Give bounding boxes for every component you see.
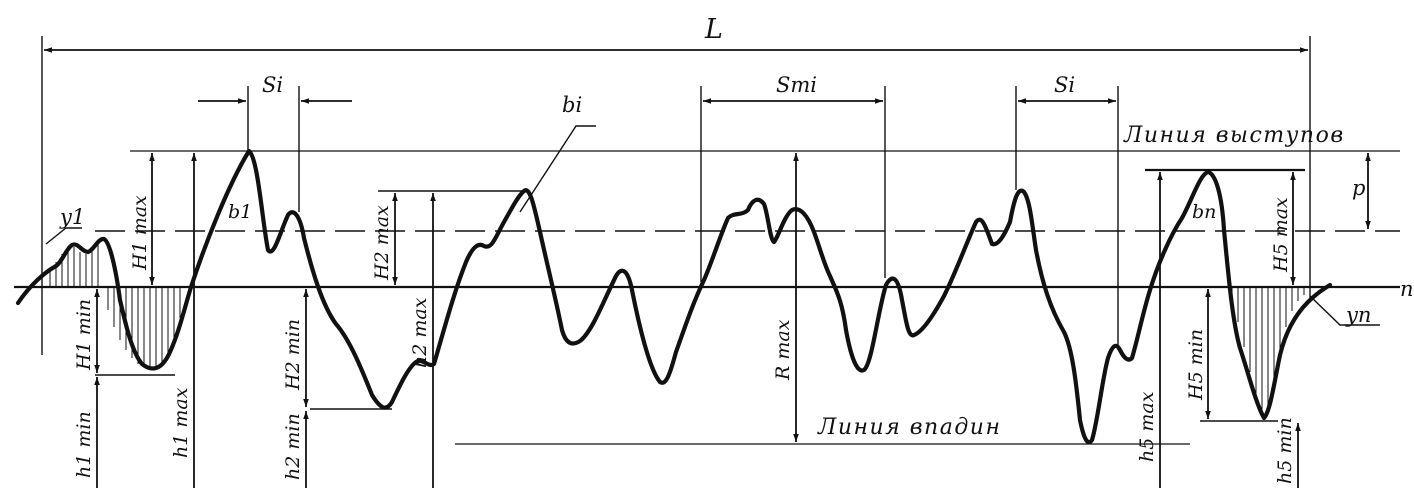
label-b1: b1	[228, 201, 252, 223]
label-Sm: Smi	[776, 73, 817, 97]
label-H1min: H1 min	[73, 299, 95, 371]
label-bi: bi	[562, 93, 582, 117]
reference-lines	[14, 150, 1400, 445]
label-h5min: h5 min	[1274, 417, 1296, 484]
label-h2min: h2 min	[282, 413, 304, 480]
label-Rmax: R max	[772, 319, 794, 381]
label-p: p	[1352, 176, 1365, 200]
guide-lines	[41, 36, 1311, 422]
label-line-valleys: Линия впадин	[817, 415, 1001, 440]
label-bn: bn	[1192, 201, 1216, 223]
hatched-area-left	[49, 241, 181, 369]
label-S-left: Si	[262, 73, 283, 97]
roughness-profile-curve	[15, 148, 1333, 445]
label-S-right: Si	[1054, 73, 1075, 97]
leader-lines	[45, 125, 1380, 326]
label-H2max: H2 max	[371, 205, 393, 281]
label-h1max: h1 max	[170, 387, 192, 458]
label-h1min: h1 min	[73, 411, 95, 478]
label-y1: y1	[59, 205, 85, 229]
label-L: L	[704, 14, 723, 45]
label-n: n	[1400, 277, 1414, 301]
label-H5max: H5 max	[1270, 197, 1292, 273]
label-line-peaks: Линия выступов	[1123, 123, 1345, 148]
label-h2max: h2 max	[409, 297, 431, 368]
label-h5max: h5 max	[1136, 391, 1158, 462]
label-H2min: H2 min	[282, 319, 304, 391]
label-H5min: H5 min	[1185, 329, 1207, 401]
labels: L Si Smi Si bi b1 bn y1 yn n p Линия выс…	[59, 14, 1414, 484]
label-yn: yn	[1345, 303, 1371, 327]
dimension-lines	[44, 47, 1371, 488]
label-H1max: H1 max	[129, 195, 151, 271]
